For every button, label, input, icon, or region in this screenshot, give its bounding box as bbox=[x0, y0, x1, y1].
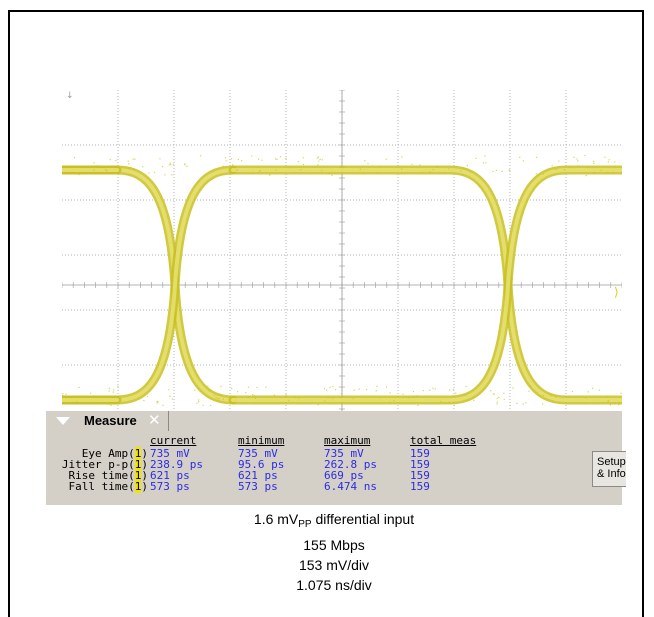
measure-value-current: 238.9 ps bbox=[150, 458, 203, 471]
column-header-maximum: maximum bbox=[324, 434, 371, 447]
caption-horizontal-scale: 1.075 ns/div bbox=[296, 577, 372, 593]
close-icon[interactable]: ✕ bbox=[148, 412, 161, 429]
measure-value-maximum: 6.474 ns bbox=[324, 480, 377, 493]
setup-info-button[interactable]: Setup & Info bbox=[592, 451, 626, 487]
setup-button-line1: Setup bbox=[597, 456, 626, 468]
caption-input-level: 1.6 mVPP differential input bbox=[253, 511, 415, 530]
measure-value-maximum: 735 mV bbox=[324, 447, 364, 460]
caption-vertical-scale: 153 mV/div bbox=[298, 557, 370, 573]
measure-row-label: Fall time(1) bbox=[68, 480, 148, 493]
measure-value-total: 159 bbox=[410, 480, 430, 493]
measure-value-total: 159 bbox=[410, 447, 430, 460]
measure-panel: Measure ✕ current minimum maximum total … bbox=[46, 411, 626, 505]
ground-marker-icon: ↓ bbox=[66, 91, 74, 101]
oscilloscope-screen: ↓ ⟩ bbox=[62, 90, 622, 420]
measure-value-current: 735 mV bbox=[150, 447, 190, 460]
setup-button-line2: & Info bbox=[597, 468, 626, 480]
measure-value-current: 621 ps bbox=[150, 469, 190, 482]
trigger-level-icon[interactable]: ⟩ bbox=[614, 285, 619, 299]
measure-value-total: 159 bbox=[410, 458, 430, 471]
channel-badge[interactable]: 1 bbox=[134, 458, 142, 471]
measure-title: Measure bbox=[84, 413, 137, 428]
measure-value-current: 573 ps bbox=[150, 480, 190, 493]
caption-data-rate: 155 Mbps bbox=[303, 537, 365, 553]
channel-badge[interactable]: 1 bbox=[134, 480, 142, 493]
measure-row-label: Eye Amp(1) bbox=[81, 447, 148, 460]
measure-value-total: 159 bbox=[410, 469, 430, 482]
measure-row-label: Jitter p-p(1) bbox=[61, 458, 148, 471]
channel-badge[interactable]: 1 bbox=[134, 447, 142, 460]
measure-value-maximum: 669 ps bbox=[324, 469, 364, 482]
measure-value-minimum: 573 ps bbox=[238, 480, 278, 493]
measure-value-maximum: 262.8 ps bbox=[324, 458, 377, 471]
scope-grid bbox=[62, 90, 622, 420]
triangle-down-icon[interactable] bbox=[56, 417, 70, 425]
measure-value-minimum: 735 mV bbox=[238, 447, 278, 460]
measure-row-label: Rise time(1) bbox=[68, 469, 148, 482]
measure-tab[interactable]: Measure ✕ bbox=[48, 411, 169, 431]
channel-badge[interactable]: 1 bbox=[134, 469, 142, 482]
column-header-minimum: minimum bbox=[238, 434, 285, 447]
figure-captions: 1.6 mVPP differential input 155 Mbps 153… bbox=[46, 509, 622, 595]
column-header-total-meas: total meas bbox=[410, 434, 477, 447]
eye-diagram-traces bbox=[62, 155, 622, 407]
measure-value-minimum: 95.6 ps bbox=[238, 458, 285, 471]
column-header-current: current bbox=[150, 434, 197, 447]
figure-frame bbox=[8, 10, 644, 617]
measure-value-minimum: 621 ps bbox=[238, 469, 278, 482]
